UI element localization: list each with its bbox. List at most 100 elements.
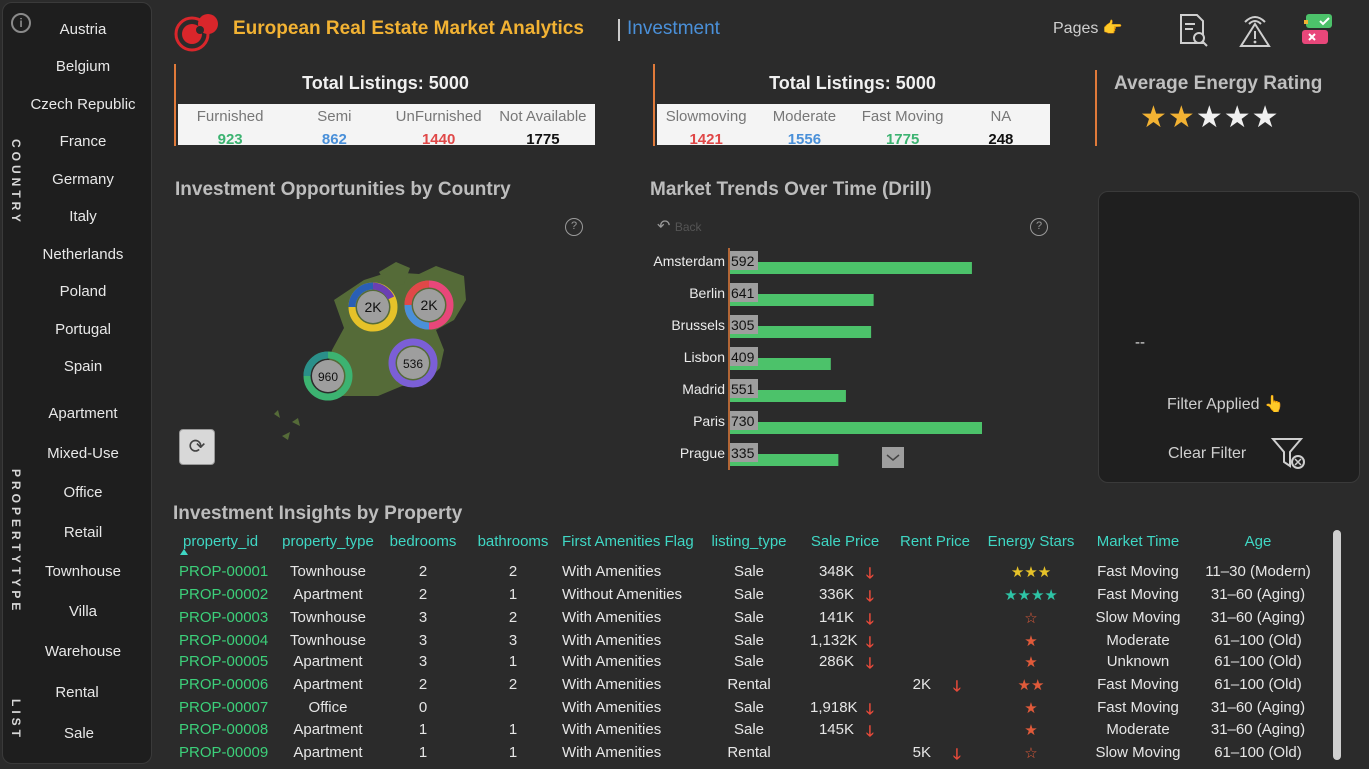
table-row[interactable]: PROP-00001 Townhouse 2 2 With Amenities Sale 3… — [173, 563, 1328, 585]
table-row[interactable]: PROP-00005 Apartment 3 1 With Amenities Sale 2… — [173, 653, 1328, 675]
drill-back-label: Back — [674, 220, 702, 234]
cell-id[interactable]: PROP-00002 — [179, 586, 269, 603]
country-item-8[interactable]: Portugal — [55, 321, 111, 338]
bar-paris[interactable] — [730, 422, 982, 434]
cell-sale: 1,132K — [810, 632, 858, 649]
filter-applied-text: Filter Applied — [1167, 396, 1260, 413]
country-item-7[interactable]: Poland — [59, 283, 107, 300]
bar-value-badge — [730, 315, 758, 334]
property-type-item-3[interactable]: Retail — [63, 524, 103, 541]
energy-star-icon: ★ — [1167, 101, 1196, 134]
bar-value-badge — [730, 379, 758, 398]
property-type-item-2[interactable]: Office — [63, 484, 103, 501]
country-item-0[interactable]: Austria — [59, 21, 107, 38]
property-type-item-4[interactable]: Townhouse — [45, 563, 121, 580]
info-icon[interactable]: i — [11, 13, 31, 33]
cell-age: 31–60 (Aging) — [1210, 586, 1306, 603]
column-header-3[interactable]: bathrooms — [477, 533, 549, 550]
hand-pointer-icon: 👆 — [1263, 396, 1284, 413]
table-row[interactable]: PROP-00003 Townhouse 3 2 With Amenities Sale 1… — [173, 609, 1328, 631]
cell-type: Office — [308, 699, 348, 716]
cell-id[interactable]: PROP-00001 — [179, 563, 269, 580]
country-item-5[interactable]: Italy — [69, 208, 97, 225]
cell-id[interactable]: PROP-00006 — [179, 676, 269, 693]
cell-id[interactable]: PROP-00003 — [179, 609, 269, 626]
clear-filter-icon[interactable] — [1270, 436, 1308, 470]
column-header-10[interactable]: Age — [1244, 533, 1272, 550]
table-row[interactable]: PROP-00008 Apartment 1 1 With Amenities Sale 1… — [173, 721, 1328, 743]
column-header-0[interactable]: property_id — [183, 533, 259, 550]
toggle-filter-icon[interactable] — [1300, 12, 1336, 48]
market-time-kpi-table: Slowmoving 1421 Moderate 1556 Fast Moving 177… — [657, 104, 1050, 145]
table-scrollbar[interactable] — [1333, 530, 1341, 760]
trend-help-icon[interactable]: ? — [1030, 218, 1048, 236]
down-arrow-icon: 🡓 — [953, 678, 961, 695]
map-help-icon[interactable]: ? — [565, 218, 583, 236]
table-row[interactable]: PROP-00006 Apartment 2 2 With Amenities Renta… — [173, 676, 1328, 698]
column-header-1[interactable]: property_type — [282, 533, 374, 550]
bar-amsterdam[interactable] — [730, 262, 972, 274]
cell-id[interactable]: PROP-00007 — [179, 699, 269, 716]
cell-list: Rental — [727, 744, 771, 761]
listing-type-item-1[interactable]: Sale — [63, 725, 95, 742]
column-header-7[interactable]: Rent Price — [900, 533, 971, 550]
property-type-item-1[interactable]: Mixed-Use — [47, 445, 119, 462]
table-row[interactable]: PROP-00009 Apartment 1 1 With Amenities Renta… — [173, 744, 1328, 765]
down-arrow-icon: 🡓 — [866, 588, 874, 605]
column-header-2[interactable]: bedrooms — [389, 533, 457, 550]
cell-market: Moderate — [1106, 721, 1170, 738]
clear-filter-button[interactable]: Clear Filter — [1168, 445, 1246, 463]
cell-id[interactable]: PROP-00005 — [179, 653, 269, 670]
map-refresh-button[interactable]: ⟳ — [179, 429, 215, 465]
country-item-2[interactable]: Czech Republic — [30, 96, 136, 113]
cell-market: Unknown — [1106, 653, 1170, 670]
country-item-1[interactable]: Belgium — [55, 58, 111, 75]
table-row[interactable]: PROP-00002 Apartment 2 1 Without Amenities Sa… — [173, 586, 1328, 608]
country-item-4[interactable]: Germany — [52, 171, 114, 188]
pages-button[interactable]: Pages 👉 — [1053, 18, 1123, 38]
cell-bed: 2 — [418, 676, 428, 693]
drill-down-button[interactable] — [882, 447, 904, 468]
column-header-8[interactable]: Energy Stars — [987, 533, 1075, 550]
column-header-9[interactable]: Market Time — [1096, 533, 1180, 550]
table-row[interactable]: PROP-00004 Townhouse 3 3 With Amenities Sale 1… — [173, 632, 1328, 654]
country-item-9[interactable]: Spain — [63, 358, 103, 375]
property-type-item-5[interactable]: Villa — [68, 603, 98, 620]
property-type-item-0[interactable]: Apartment — [48, 405, 118, 422]
app-title: European Real Estate Market Analytics — [233, 18, 584, 39]
kpi2-value-2: 1775 — [885, 131, 920, 145]
investment-map[interactable]: 2K 2K 536 960 — [174, 210, 594, 490]
bar-berlin[interactable] — [730, 294, 874, 306]
back-arrow-icon: ↶ — [657, 218, 671, 235]
cell-id[interactable]: PROP-00009 — [179, 744, 269, 761]
cell-id[interactable]: PROP-00004 — [179, 632, 269, 649]
cluster-west[interactable]: 2K — [348, 282, 398, 332]
cell-type: Apartment — [293, 676, 363, 693]
cell-id[interactable]: PROP-00008 — [179, 721, 269, 738]
report-search-icon[interactable] — [1175, 12, 1211, 48]
cell-age: 11–30 (Modern) — [1205, 563, 1311, 580]
bar-brussels[interactable] — [730, 326, 872, 338]
cell-rent: 2K — [912, 676, 931, 693]
column-header-4[interactable]: First Amenities Flag — [562, 533, 694, 550]
energy-accent-bar — [1095, 70, 1097, 146]
market-trend-bar-chart[interactable]: Amsterdam 592 Berlin 641 Brussels 305 Lisbon 40… — [640, 215, 1060, 475]
drill-back-button[interactable]: ↶ Back — [657, 216, 702, 236]
cell-market: Fast Moving — [1097, 699, 1179, 716]
cluster-north[interactable]: 2K — [404, 280, 454, 330]
listing-type-item-0[interactable]: Rental — [55, 684, 99, 701]
column-header-6[interactable]: Sale Price — [810, 533, 880, 550]
table-scroll-thumb[interactable] — [1333, 530, 1341, 760]
country-item-3[interactable]: France — [59, 133, 107, 150]
bar-madrid[interactable] — [730, 390, 846, 402]
cluster-south[interactable]: 960 — [303, 351, 353, 401]
cluster-east[interactable]: 536 — [388, 338, 438, 388]
cell-bath: 1 — [508, 586, 518, 603]
country-item-6[interactable]: Netherlands — [42, 246, 124, 263]
energy-star-icon: ★ — [1195, 101, 1224, 134]
table-row[interactable]: PROP-00007 Office 0 With Amenities Sale 1,918… — [173, 699, 1328, 721]
property-type-item-6[interactable]: Warehouse — [44, 643, 122, 660]
alert-signal-icon[interactable] — [1237, 12, 1273, 48]
cell-amen: With Amenities — [562, 653, 662, 670]
column-header-5[interactable]: listing_type — [711, 533, 787, 550]
